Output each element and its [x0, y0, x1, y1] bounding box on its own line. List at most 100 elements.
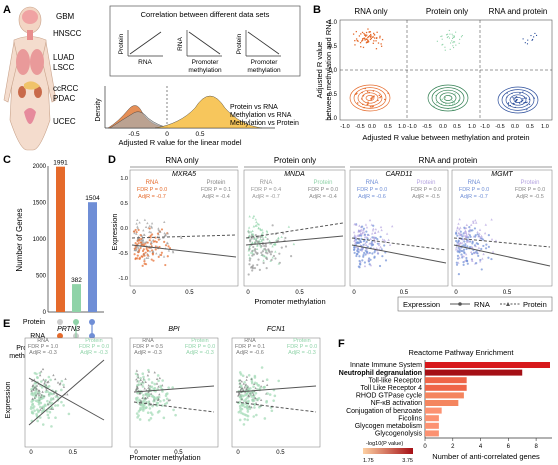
d-stat: Protein: [520, 180, 539, 186]
d-point-protein: [366, 251, 370, 255]
e-point-protein: [253, 403, 257, 406]
d-point-protein: [456, 248, 459, 252]
d-point-rna: [270, 258, 273, 262]
d-point-protein: [257, 223, 261, 226]
d-stat: FDR P = 0.0: [515, 187, 545, 193]
d-point-protein: [157, 230, 161, 233]
c-bars: 1991 382 1504: [53, 160, 100, 312]
e-point-protein: [41, 423, 45, 426]
d-xtick: 0: [246, 290, 250, 296]
d-point-protein: [252, 214, 256, 218]
d-point-protein: [465, 223, 469, 226]
e-point-rna: [153, 371, 156, 374]
b-title-rna: RNA only: [354, 7, 387, 16]
d-gene-title: MXRA5: [172, 171, 196, 178]
d-point-rna: [252, 253, 256, 256]
d-point-rna: [284, 236, 287, 240]
d-header-both: RNA and protein: [419, 156, 478, 165]
b-ytick: 0.0: [329, 68, 338, 74]
b-xtick: 1.0: [468, 124, 476, 130]
d-point-protein: [391, 224, 394, 228]
b-point: [378, 94, 380, 96]
d-point-rna: [257, 240, 260, 244]
e-point-protein: [257, 397, 261, 400]
b-point: [379, 35, 381, 37]
d-point-protein: [150, 222, 154, 225]
d-point-rna: [465, 247, 468, 251]
d-point-rna: [151, 253, 155, 256]
b-point: [380, 43, 382, 45]
e-point-protein: [38, 416, 42, 419]
d-point-protein: [457, 242, 460, 246]
b-point: [515, 100, 517, 103]
e-point-rna: [252, 393, 255, 396]
b-point: [354, 40, 356, 42]
b-point: [370, 37, 372, 40]
e-point-protein: [159, 384, 162, 388]
cancer-label-luad: LUAD: [53, 53, 75, 62]
e-point-rna: [245, 387, 248, 391]
b-point: [451, 40, 453, 42]
d-point-protein: [463, 259, 467, 262]
panel-d: D RNA only Protein only RNA and protein …: [108, 154, 553, 312]
c-yticks: 0 500 1000 1500 2000: [33, 164, 47, 316]
cancer-label-gbm: GBM: [56, 12, 75, 21]
d-stat: AdjR = -0.4: [309, 194, 337, 200]
e-point-rna: [265, 383, 269, 387]
e-point-protein: [47, 385, 51, 388]
e-point-protein: [39, 405, 42, 409]
d-point-protein: [136, 225, 139, 228]
d-point-rna: [371, 243, 375, 246]
d-point-rna: [371, 252, 374, 255]
d-point-rna: [253, 249, 257, 252]
panel-label-d: D: [108, 154, 116, 166]
d-point-rna: [480, 247, 483, 251]
d-point-rna: [455, 263, 459, 266]
e-point-protein: [143, 399, 146, 402]
e-point-rna: [31, 397, 34, 400]
e-point-rna: [59, 381, 62, 385]
d-point-rna: [263, 244, 266, 248]
b-point: [369, 31, 372, 33]
e-point-protein: [159, 399, 162, 403]
b-point: [447, 35, 449, 38]
e-point-protein: [33, 382, 37, 385]
e-point-rna: [34, 393, 38, 397]
b-point: [366, 38, 368, 40]
d-point-protein: [368, 218, 372, 222]
e-point-rna: [62, 385, 66, 388]
d-point-rna: [463, 252, 466, 255]
b-point: [455, 44, 457, 46]
d-point-rna: [457, 273, 460, 276]
panel-label-c: C: [3, 154, 11, 166]
d-point-protein: [356, 234, 359, 237]
d-point-protein: [167, 249, 171, 252]
e-point-protein: [144, 406, 148, 409]
b-point: [522, 99, 524, 101]
b-xticks: -1.0 -0.5 0.0 0.5 1.0 -1.0 -0.5 0.0 0.5 1.0 -1.0 -0…: [340, 124, 549, 130]
e-point-rna: [138, 391, 142, 395]
b-point: [515, 99, 517, 101]
e-xlabel: Promoter methylation: [129, 453, 200, 462]
e-ylabel: Expression: [3, 381, 12, 418]
d-point-protein: [457, 222, 460, 225]
kidney-left-icon: [18, 86, 26, 98]
e-point-protein: [48, 410, 52, 414]
density-plot: Density -0.5 0 0.5 Adjusted R value for …: [95, 86, 299, 147]
e-point-protein: [135, 412, 139, 415]
e-point-protein: [38, 371, 42, 375]
d-point-rna: [363, 261, 366, 264]
e-point-rna: [138, 402, 141, 405]
e-point-rna: [146, 374, 150, 377]
e-point-protein: [45, 409, 49, 413]
e-point-protein: [142, 378, 146, 382]
e-point-rna: [143, 387, 146, 390]
d-point-protein: [258, 241, 262, 244]
b-point: [380, 45, 383, 47]
f-bar: [425, 400, 459, 406]
density-tick: 0.5: [195, 131, 204, 138]
e-point-protein: [243, 418, 247, 421]
legend-meth-rna: Methylation vs RNA: [230, 112, 292, 119]
b-point: [367, 103, 369, 105]
d-stat: Protein: [206, 180, 225, 186]
